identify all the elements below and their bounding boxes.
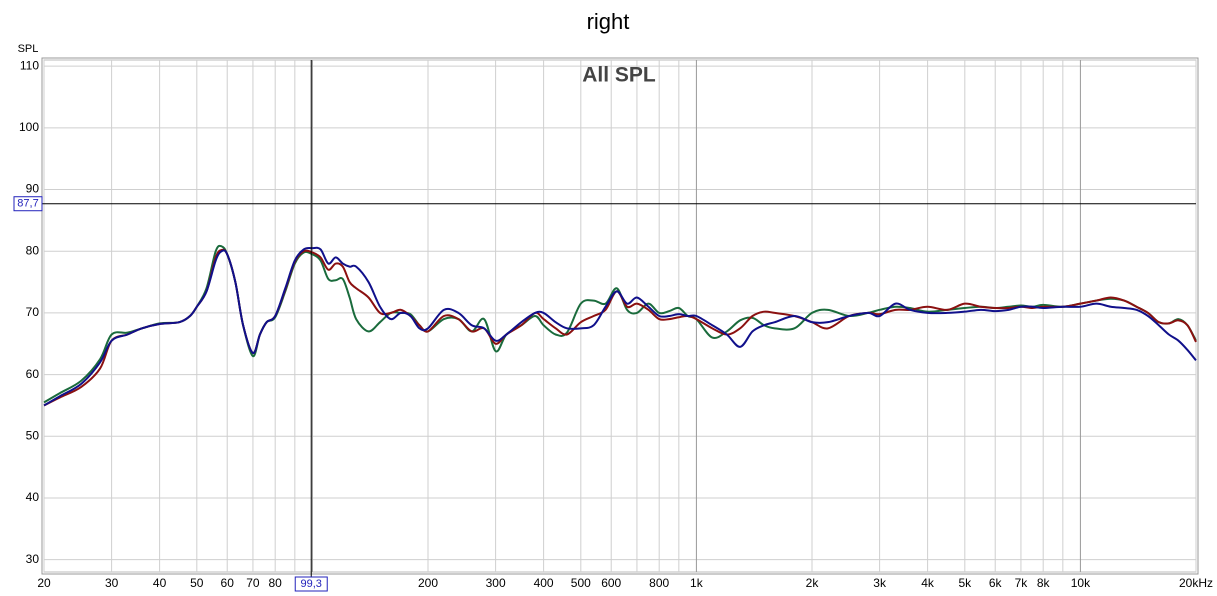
chart-subtitle: All SPL bbox=[582, 64, 656, 87]
y-tick-label: 50 bbox=[26, 428, 40, 442]
x-tick-label: 2k bbox=[806, 576, 820, 590]
x-tick-label: 4k bbox=[921, 576, 935, 590]
y-axis-label: SPL bbox=[18, 43, 39, 55]
series-line bbox=[43, 246, 1197, 407]
x-tick-label: 70 bbox=[246, 576, 260, 590]
x-tick-label: 1k bbox=[690, 576, 704, 590]
x-tick-label: 50 bbox=[190, 576, 204, 590]
y-tick-label: 60 bbox=[26, 367, 40, 381]
y-tick-label: 40 bbox=[26, 490, 40, 504]
x-tick-label: 800 bbox=[649, 576, 669, 590]
x-tick-label: 300 bbox=[486, 576, 506, 590]
x-tick-label: 400 bbox=[534, 576, 554, 590]
y-tick-label: 100 bbox=[19, 120, 39, 134]
x-tick-label: 3k bbox=[873, 576, 887, 590]
y-tick-label: 80 bbox=[26, 243, 40, 257]
x-tick-label: 8k bbox=[1037, 576, 1051, 590]
x-tick-label: 5k bbox=[958, 576, 972, 590]
chart-title: right bbox=[587, 9, 630, 34]
y-tick-label: 90 bbox=[26, 182, 40, 196]
x-tick-label: 60 bbox=[221, 576, 235, 590]
x-tick-label: 6k bbox=[989, 576, 1003, 590]
cursor-label-box bbox=[294, 576, 328, 592]
x-tick-label: 20 bbox=[37, 576, 51, 590]
x-tick-label: 200 bbox=[418, 576, 438, 590]
cursor-label-box bbox=[13, 196, 43, 212]
x-tick-label: 10k bbox=[1071, 576, 1091, 590]
y-tick-label: 30 bbox=[26, 552, 40, 566]
x-tick-label: 500 bbox=[571, 576, 591, 590]
cursor-x-label: 99,3 bbox=[301, 578, 322, 590]
x-tick-label: 600 bbox=[601, 576, 621, 590]
y-tick-label: 70 bbox=[26, 305, 40, 319]
x-tick-label: 40 bbox=[153, 576, 167, 590]
x-tick-label: 7k bbox=[1015, 576, 1029, 590]
x-tick-label: 80 bbox=[269, 576, 283, 590]
y-tick-label: 110 bbox=[20, 58, 39, 72]
plot-frame bbox=[41, 57, 1199, 575]
cursor-y-label: 87,7 bbox=[17, 198, 38, 210]
x-tick-label: 20kHz bbox=[1179, 576, 1213, 590]
x-tick-label: 30 bbox=[105, 576, 119, 590]
